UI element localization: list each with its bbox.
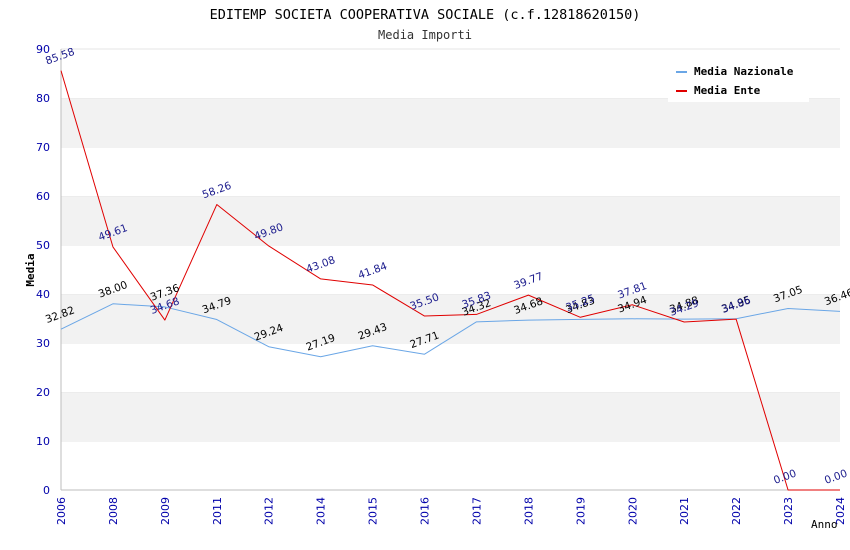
grid-bands: [61, 48, 840, 490]
x-tick-label: 2011: [211, 497, 224, 525]
y-tick-label: 10: [36, 435, 50, 448]
grid-band: [61, 245, 840, 294]
axes: [60, 49, 840, 491]
legend: Media Nazionale Media Ente: [668, 60, 809, 102]
grid-band: [61, 147, 840, 196]
y-tick-label: 80: [36, 92, 50, 105]
grid-band: [61, 343, 840, 392]
y-tick-label: 70: [36, 141, 50, 154]
x-tick-label: 2019: [574, 497, 587, 525]
x-tick-label: 2014: [315, 497, 328, 525]
y-tick-label: 50: [36, 239, 50, 252]
grid-band: [61, 196, 840, 245]
x-tick-label: 2016: [419, 497, 432, 525]
x-tick-label: 2021: [678, 497, 691, 525]
x-axis-label: Anno: [811, 518, 838, 531]
x-tick-labels: 2006 2008 2009 2011 2012 2014 2015 2016 2017 2018…: [55, 497, 847, 525]
legend-box: [668, 60, 809, 102]
y-tick-label: 90: [36, 43, 50, 56]
x-tick-label: 2024: [834, 497, 847, 525]
grid-band: [61, 392, 840, 441]
grid-band: [61, 98, 840, 147]
y-tick-label: 60: [36, 190, 50, 203]
chart-subtitle: Media Importi: [378, 28, 472, 42]
y-tick-labels: 0 10 20 30 40 50 60 70 80 90: [36, 43, 50, 497]
y-tick-label: 20: [36, 386, 50, 399]
legend-label-media-ente: Media Ente: [694, 84, 761, 97]
x-tick-label: 2012: [263, 497, 276, 525]
grid-band: [61, 441, 840, 490]
y-axis-label: Media: [24, 253, 37, 286]
x-tick-label: 2017: [470, 497, 483, 525]
series-line-media-nazionale: [60, 303, 841, 358]
y-tick-label: 0: [43, 484, 50, 497]
x-tick-label: 2008: [107, 497, 120, 525]
y-tick-label: 40: [36, 288, 50, 301]
chart-title: EDITEMP SOCIETA COOPERATIVA SOCIALE (c.f…: [210, 7, 641, 23]
series-line-media-ente: [60, 70, 840, 491]
x-tick-label: 2015: [367, 497, 380, 525]
legend-label-media-nazionale: Media Nazionale: [694, 65, 794, 78]
y-tick-label: 30: [36, 337, 50, 350]
x-tick-label: 2023: [782, 497, 795, 525]
series-layer: [60, 70, 841, 491]
x-tick-label: 2009: [159, 497, 172, 525]
x-tick-label: 2018: [522, 497, 535, 525]
x-tick-label: 2022: [730, 497, 743, 525]
x-tick-label: 2006: [55, 497, 68, 525]
x-tick-label: 2020: [626, 497, 639, 525]
